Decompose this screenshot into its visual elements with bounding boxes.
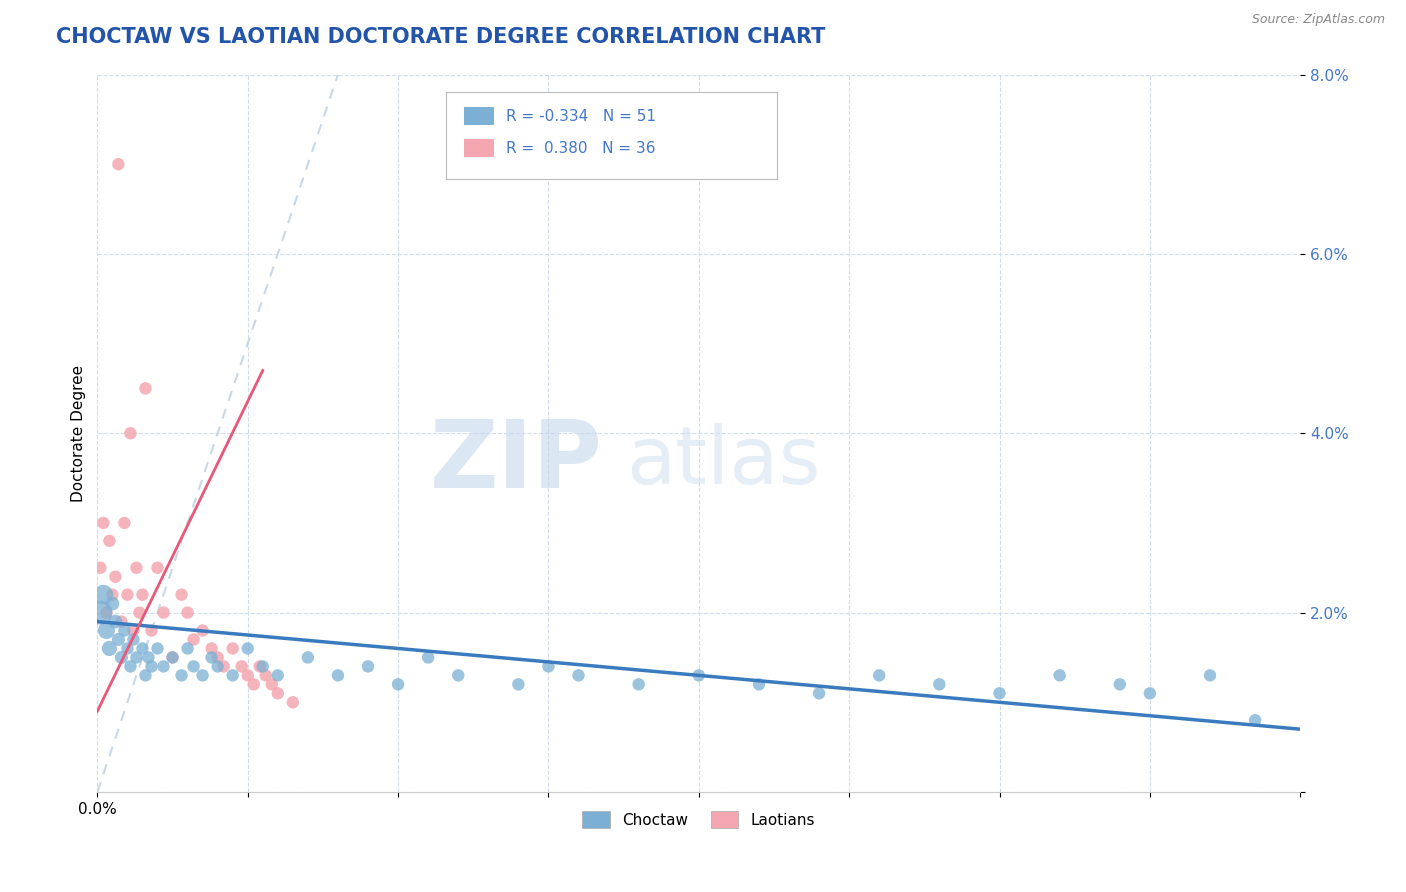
Point	[201, 650, 224, 665]
Point	[96, 624, 118, 638]
Point	[134, 668, 156, 682]
Point	[1049, 668, 1071, 682]
Point	[117, 641, 139, 656]
Point	[207, 650, 229, 665]
Point	[93, 516, 115, 530]
Point	[176, 606, 198, 620]
Point	[112, 624, 135, 638]
Point	[125, 561, 148, 575]
Point	[131, 641, 153, 656]
Point	[162, 650, 184, 665]
Point	[297, 650, 319, 665]
Point	[191, 624, 214, 638]
Point	[267, 686, 290, 700]
Point	[110, 650, 132, 665]
Point	[508, 677, 530, 691]
Point	[141, 659, 163, 673]
Point	[1199, 668, 1222, 682]
Point	[236, 668, 259, 682]
Point	[988, 686, 1011, 700]
Point	[387, 677, 409, 691]
Point	[281, 695, 304, 709]
Point	[260, 677, 283, 691]
Point	[221, 641, 243, 656]
Point	[242, 677, 264, 691]
Point	[162, 650, 184, 665]
Point	[146, 561, 169, 575]
Point	[107, 632, 129, 647]
Point	[146, 641, 169, 656]
Point	[152, 659, 174, 673]
Point	[104, 570, 127, 584]
Point	[418, 650, 440, 665]
Legend: Choctaw, Laotians: Choctaw, Laotians	[576, 805, 821, 835]
Point	[128, 606, 150, 620]
Point	[98, 533, 121, 548]
Point	[120, 426, 142, 441]
Text: atlas: atlas	[627, 423, 821, 501]
Point	[141, 624, 163, 638]
Point	[131, 588, 153, 602]
Point	[231, 659, 253, 673]
Point	[107, 157, 129, 171]
Point	[134, 381, 156, 395]
Point	[326, 668, 349, 682]
Point	[98, 641, 121, 656]
Point	[170, 668, 193, 682]
Point	[254, 668, 277, 682]
Point	[808, 686, 831, 700]
Point	[252, 659, 274, 673]
Point	[249, 659, 271, 673]
Point	[101, 597, 124, 611]
Point	[183, 659, 205, 673]
Text: R =  0.380   N = 36: R = 0.380 N = 36	[506, 141, 655, 156]
Point	[89, 606, 111, 620]
Point	[1108, 677, 1130, 691]
FancyBboxPatch shape	[446, 93, 778, 178]
Point	[357, 659, 380, 673]
Point	[748, 677, 770, 691]
Point	[928, 677, 950, 691]
Point	[122, 624, 145, 638]
Point	[267, 668, 290, 682]
Point	[138, 650, 160, 665]
Point	[201, 641, 224, 656]
Text: R = -0.334   N = 51: R = -0.334 N = 51	[506, 109, 657, 124]
Point	[1139, 686, 1161, 700]
Point	[176, 641, 198, 656]
Point	[236, 641, 259, 656]
Point	[125, 650, 148, 665]
Point	[627, 677, 650, 691]
Text: ZIP: ZIP	[430, 416, 603, 508]
Point	[170, 588, 193, 602]
Y-axis label: Doctorate Degree: Doctorate Degree	[72, 365, 86, 502]
Point	[191, 668, 214, 682]
Point	[96, 606, 118, 620]
FancyBboxPatch shape	[464, 107, 495, 125]
Point	[101, 588, 124, 602]
Point	[122, 632, 145, 647]
Point	[89, 561, 111, 575]
Point	[221, 668, 243, 682]
Point	[104, 615, 127, 629]
Point	[207, 659, 229, 673]
Point	[117, 588, 139, 602]
Point	[212, 659, 235, 673]
Text: CHOCTAW VS LAOTIAN DOCTORATE DEGREE CORRELATION CHART: CHOCTAW VS LAOTIAN DOCTORATE DEGREE CORR…	[56, 27, 825, 46]
Point	[110, 615, 132, 629]
Text: Source: ZipAtlas.com: Source: ZipAtlas.com	[1251, 13, 1385, 27]
Point	[447, 668, 470, 682]
FancyBboxPatch shape	[464, 139, 495, 157]
Point	[868, 668, 890, 682]
Point	[183, 632, 205, 647]
Point	[152, 606, 174, 620]
Point	[93, 588, 115, 602]
Point	[112, 516, 135, 530]
Point	[567, 668, 589, 682]
Point	[537, 659, 560, 673]
Point	[1244, 713, 1267, 727]
Point	[120, 659, 142, 673]
Point	[688, 668, 710, 682]
